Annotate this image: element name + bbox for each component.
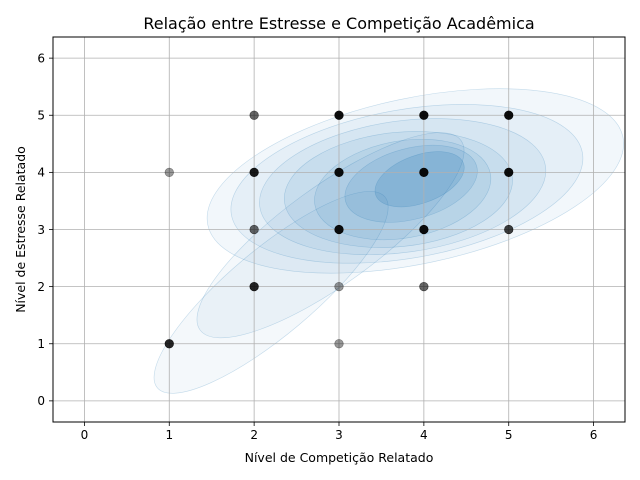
data-point: [334, 224, 344, 235]
scatter-points: [164, 110, 514, 349]
data-point: [419, 224, 429, 235]
data-point: [249, 224, 259, 235]
ticks: 0 1 2 3 4 5 6 0 1 2 3 4 5 6: [37, 51, 597, 442]
density-contour-1: [206, 88, 624, 274]
y-tick-label: 6: [37, 51, 45, 65]
y-tick-label: 0: [37, 394, 45, 408]
x-tick-label: 5: [505, 428, 513, 442]
y-tick-label: 3: [37, 223, 45, 237]
x-tick-label: 6: [590, 428, 598, 442]
data-point: [164, 339, 174, 349]
y-tick-label: 5: [37, 109, 45, 123]
x-tick-label: 0: [81, 428, 89, 442]
data-point: [419, 282, 429, 292]
x-axis-label: Nível de Competição Relatado: [245, 450, 434, 465]
density-contour-3: [230, 104, 584, 264]
data-point: [334, 339, 344, 349]
density-contour-6: [284, 131, 513, 248]
density-contour-2: [153, 191, 389, 394]
data-point: [334, 110, 344, 120]
x-tick-label: 1: [165, 428, 173, 442]
y-tick-label: 4: [37, 166, 45, 180]
density-contour-5: [259, 118, 547, 256]
data-point: [249, 110, 259, 120]
y-axis-label: Nível de Estresse Relatado: [13, 146, 28, 313]
data-point: [249, 282, 259, 292]
data-point: [504, 110, 514, 120]
data-point: [504, 224, 514, 235]
data-point: [334, 167, 344, 177]
y-tick-label: 2: [37, 280, 45, 294]
data-point: [334, 282, 344, 292]
data-point: [419, 167, 429, 177]
density-overlay: [153, 88, 624, 394]
x-tick-label: 3: [335, 428, 343, 442]
density-contour-9: [374, 151, 465, 208]
x-tick-label: 4: [420, 428, 428, 442]
chart-title: Relação entre Estresse e Competição Acad…: [143, 14, 534, 33]
data-point: [419, 110, 429, 120]
density-contour-8: [344, 145, 478, 223]
density-contour-7: [314, 138, 492, 241]
data-point: [504, 167, 514, 177]
x-tick-label: 2: [250, 428, 258, 442]
data-point: [164, 167, 174, 177]
data-point: [249, 167, 259, 177]
y-tick-label: 1: [37, 337, 45, 351]
